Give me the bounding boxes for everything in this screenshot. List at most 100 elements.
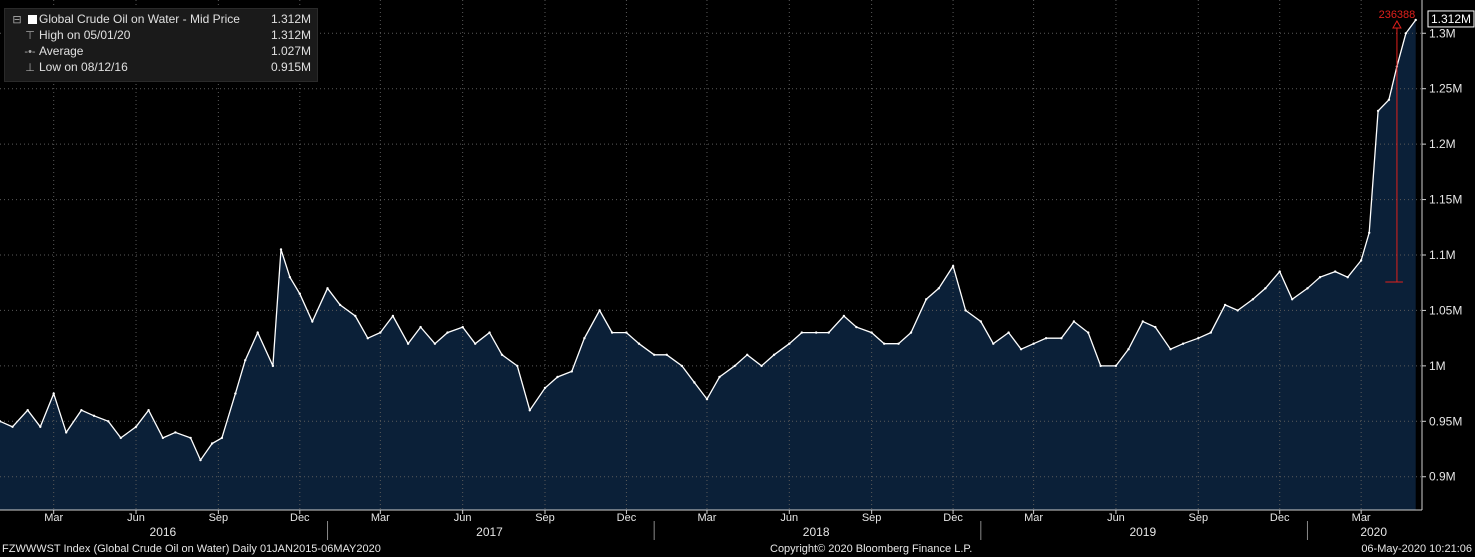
footer-bar: FZWWWST Index (Global Crude Oil on Water… <box>0 542 1475 557</box>
data-point <box>746 353 749 356</box>
data-point <box>461 325 464 329</box>
data-point <box>637 342 641 345</box>
y-tick-label: 1.2M <box>1429 137 1456 151</box>
y-tick-label: 1.1M <box>1429 248 1456 262</box>
x-month-label: Sep <box>862 512 882 524</box>
x-month-label: Dec <box>617 512 637 524</box>
data-point <box>1334 270 1337 273</box>
data-point <box>92 414 96 417</box>
data-point <box>665 353 668 356</box>
data-point <box>52 392 55 395</box>
data-point <box>1060 337 1063 340</box>
x-year-label: 2019 <box>1129 525 1156 539</box>
x-year-label: 2020 <box>1360 525 1387 539</box>
data-point <box>256 331 259 334</box>
data-point <box>1318 276 1322 279</box>
data-point <box>210 442 214 445</box>
x-year-label: 2016 <box>150 525 177 539</box>
data-point <box>583 337 586 340</box>
series-area <box>0 20 1416 510</box>
x-month-label: Dec <box>943 512 963 524</box>
high-marker-icon: ⊤ <box>25 30 35 42</box>
data-point <box>134 425 138 428</box>
x-month-label: Mar <box>44 512 63 524</box>
data-point <box>1087 331 1090 334</box>
data-point <box>1404 32 1408 35</box>
data-point <box>760 364 763 368</box>
data-point <box>1197 337 1200 340</box>
data-point <box>65 431 68 434</box>
data-point <box>610 331 614 334</box>
x-month-label: Jun <box>127 512 145 524</box>
legend-low-label: Low on 08/12/16 <box>39 60 128 74</box>
data-point <box>488 331 491 334</box>
data-point <box>119 436 123 440</box>
data-point <box>379 331 382 334</box>
data-point <box>1291 298 1294 301</box>
data-point <box>653 353 656 356</box>
x-month-label: Mar <box>697 512 716 524</box>
data-point <box>161 436 165 440</box>
x-month-label: Mar <box>371 512 390 524</box>
x-month-label: Mar <box>1352 512 1371 524</box>
average-marker-icon: -•- <box>24 46 36 58</box>
low-marker-icon: ⊥ <box>25 62 35 74</box>
data-point <box>1368 231 1371 234</box>
change-arrow-icon <box>1392 19 1402 29</box>
data-point <box>234 392 237 395</box>
data-point <box>1414 18 1417 22</box>
data-point <box>1044 337 1048 340</box>
legend-row-high: ⊤ High on 05/01/20 1.312M <box>5 28 317 43</box>
legend-row-series: ⊟ Global Crude Oil on Water - Mid Price … <box>5 12 317 27</box>
data-point <box>220 436 224 440</box>
data-point <box>354 314 357 318</box>
data-point <box>937 287 940 290</box>
legend-series-label: Global Crude Oil on Water - Mid Price <box>39 12 240 26</box>
data-point <box>897 342 900 345</box>
data-point <box>288 276 292 279</box>
data-point <box>1236 309 1239 312</box>
data-point <box>570 370 573 373</box>
data-point <box>474 342 477 345</box>
data-point <box>718 375 721 379</box>
data-point <box>1154 325 1157 329</box>
legend-high-value: 1.312M <box>270 28 311 42</box>
legend-row-low: ⊥ Low on 08/12/16 0.915M <box>5 60 317 75</box>
data-point <box>1376 109 1380 113</box>
data-point <box>951 264 955 268</box>
data-point <box>500 353 504 356</box>
data-point <box>1181 342 1185 345</box>
legend-series-value: 1.312M <box>270 12 311 26</box>
y-tick-label: 1.15M <box>1429 193 1462 207</box>
data-point <box>1019 348 1023 351</box>
y-tick-label: 1.3M <box>1429 26 1456 40</box>
legend-box: ⊟ Global Crude Oil on Water - Mid Price … <box>4 8 318 82</box>
legend-low-value: 0.915M <box>270 60 311 74</box>
data-point <box>147 409 150 412</box>
data-point <box>446 331 449 334</box>
data-point <box>733 364 736 368</box>
data-point <box>964 309 967 312</box>
footer-index-description: FZWWWST Index (Global Crude Oil on Water… <box>2 543 381 555</box>
legend-average-value: 1.027M <box>270 44 311 58</box>
data-point <box>326 287 329 290</box>
data-point <box>543 386 547 390</box>
data-point <box>528 409 531 412</box>
x-year-label: 2017 <box>476 525 503 539</box>
series-swatch-icon <box>28 15 37 24</box>
data-point <box>311 320 314 323</box>
data-point <box>870 331 873 334</box>
data-point <box>992 342 995 345</box>
data-point <box>842 314 846 318</box>
x-month-label: Mar <box>1024 512 1043 524</box>
data-point <box>1072 320 1076 323</box>
data-point <box>1099 364 1102 368</box>
y-tick-label: 1.05M <box>1429 303 1462 317</box>
x-month-label: Jun <box>454 512 472 524</box>
data-point <box>199 458 202 462</box>
data-point <box>107 420 110 423</box>
data-point <box>298 292 301 295</box>
collapse-icon[interactable]: ⊟ <box>12 14 22 26</box>
x-month-label: Sep <box>535 512 555 524</box>
